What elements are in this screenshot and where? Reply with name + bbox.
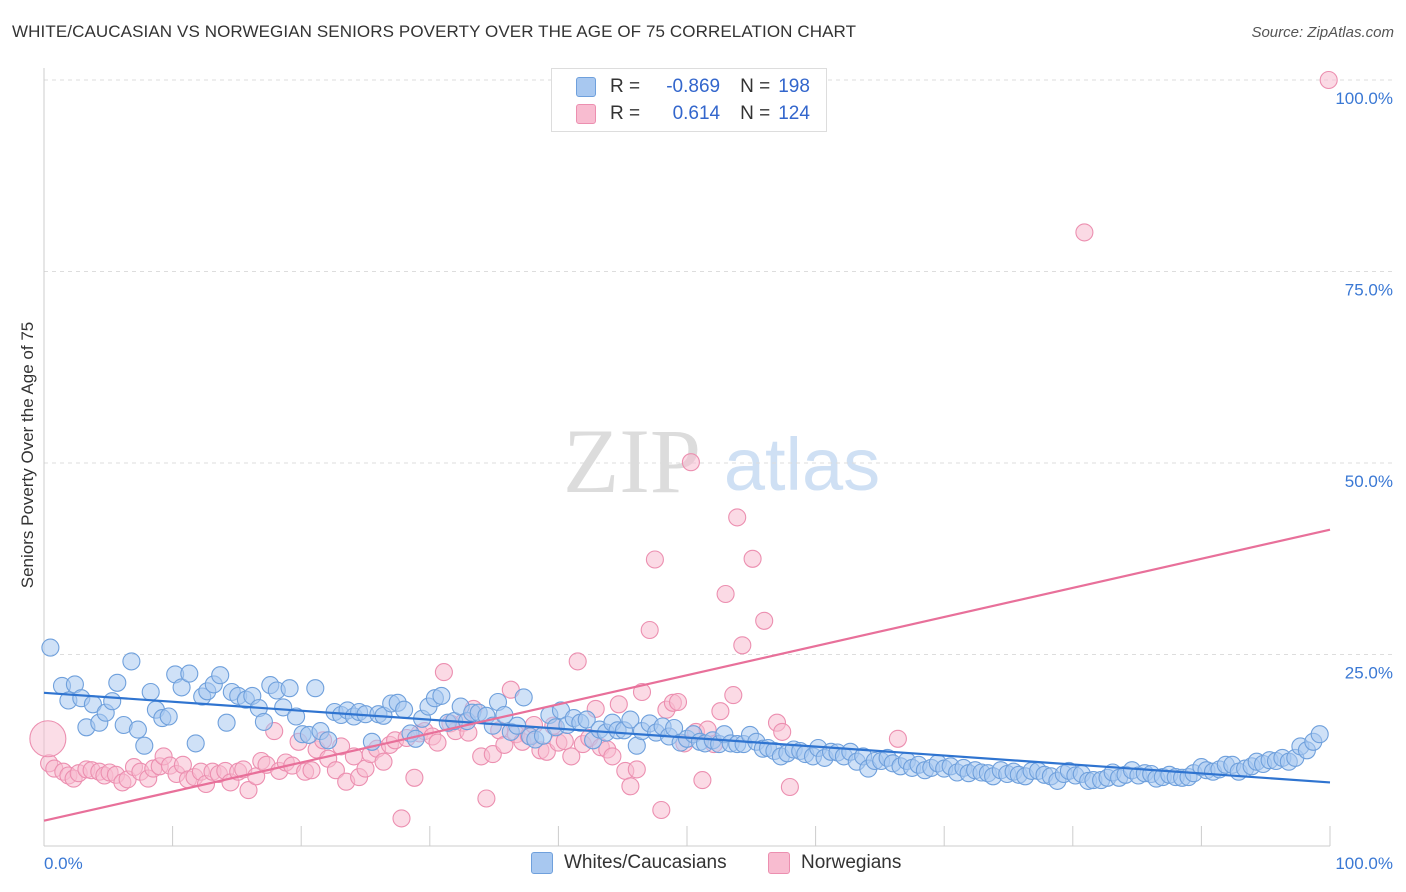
norwegians-point: [888, 729, 907, 748]
norwegians-point: [326, 761, 345, 780]
norwegians-point: [392, 809, 411, 828]
whites-point: [280, 679, 299, 698]
legend-item-norwegians[interactable]: Norwegians: [768, 852, 901, 874]
whites-point: [577, 710, 596, 729]
legend-swatch-norwegians: [576, 104, 596, 124]
y-tick-label: 25.0%: [1345, 664, 1393, 683]
whites-point: [108, 673, 127, 692]
norwegians-point: [728, 508, 747, 527]
norwegians-point: [302, 761, 321, 780]
norwegians-point: [693, 771, 712, 790]
norwegians-point: [627, 760, 646, 779]
legend-swatch-norwegians: [768, 852, 790, 874]
whites-point: [274, 698, 293, 717]
legend-n-value: 198: [778, 76, 810, 97]
legend-row-whites: R = -0.869 N = 198: [576, 75, 810, 99]
norwegians-point: [477, 789, 496, 808]
norwegians-point: [29, 720, 67, 758]
norwegians-point: [733, 636, 752, 655]
norwegians-point: [603, 747, 622, 766]
watermark-zip: ZIP: [563, 410, 701, 512]
x-tick-label: 100.0%: [1335, 854, 1393, 873]
norwegians-point: [434, 663, 453, 682]
whites-point: [287, 707, 306, 726]
watermark: ZIP atlas: [563, 410, 880, 512]
norwegians-point: [640, 620, 659, 640]
norwegians-point: [621, 777, 640, 796]
legend-n-value: 124: [778, 103, 810, 124]
norwegians-point: [562, 747, 581, 766]
norwegians-point: [716, 584, 735, 604]
y-tick-label: 75.0%: [1345, 281, 1393, 300]
legend-swatch-whites: [531, 852, 553, 874]
whites-point: [172, 678, 191, 697]
whites-point: [319, 731, 338, 750]
whites-point: [306, 679, 325, 698]
norwegians-point: [1075, 223, 1094, 242]
axes: [43, 68, 1331, 847]
chart-title: WHITE/CAUCASIAN VS NORWEGIAN SENIORS POV…: [12, 22, 857, 41]
legend-r-label: R =: [610, 103, 641, 124]
whites-point: [103, 692, 122, 711]
whites-point: [128, 720, 147, 739]
watermark-atlas: atlas: [724, 423, 880, 506]
norwegians-point: [652, 800, 671, 820]
legend-r-value: -0.869: [666, 76, 721, 97]
norwegians-point: [405, 768, 424, 787]
norwegians-point: [711, 702, 730, 721]
norwegians-point: [743, 549, 762, 568]
legend-label-whites: Whites/Caucasians: [564, 852, 727, 873]
norwegians-point: [568, 652, 587, 671]
whites-point: [395, 700, 414, 719]
norwegians-point: [724, 686, 743, 705]
legend-r-label: R =: [610, 76, 641, 97]
whites-point: [1310, 725, 1329, 744]
norwegians-point: [239, 781, 258, 800]
x-tick-label: 0.0%: [44, 854, 83, 873]
y-tick-label: 100.0%: [1335, 89, 1393, 108]
norwegians-point: [609, 695, 628, 714]
whites-point: [217, 713, 236, 732]
whites-point: [432, 686, 451, 705]
whites-point: [514, 688, 533, 707]
norwegians-point: [428, 733, 447, 752]
legend-n-label: N =: [740, 76, 771, 97]
correlation-legend: R = -0.869 N = 198 R = 0.614 N = 124: [551, 68, 827, 132]
norwegians-point: [645, 550, 664, 569]
norwegians-point: [668, 692, 688, 712]
series-legend: Whites/Caucasians Norwegians: [0, 852, 1406, 878]
norwegians-trend-line: [43, 528, 1331, 822]
norwegians-point: [773, 722, 792, 741]
norwegians-point: [681, 453, 700, 472]
trend-lines: [43, 528, 1331, 822]
norwegians-point: [632, 682, 652, 702]
legend-label-norwegians: Norwegians: [801, 852, 902, 873]
y-tick-label: 50.0%: [1345, 472, 1393, 491]
legend-swatch-whites: [576, 77, 596, 97]
whites-point: [122, 652, 141, 671]
legend-n-label: N =: [740, 103, 771, 124]
norwegians-point: [755, 611, 774, 630]
legend-r-value: 0.614: [672, 103, 721, 124]
legend-item-whites[interactable]: Whites/Caucasians: [531, 852, 727, 874]
whites-point: [254, 712, 273, 731]
whites-trend-line: [43, 691, 1331, 784]
whites-point: [141, 682, 160, 702]
whites-point: [211, 666, 230, 685]
chart-source: Source: ZipAtlas.com: [1251, 24, 1394, 41]
norwegians-point: [374, 752, 393, 771]
whites-point: [41, 638, 60, 657]
norwegians-point: [780, 777, 799, 797]
legend-row-norwegians: R = 0.614 N = 124: [576, 102, 810, 126]
grid-lines: [44, 79, 1394, 655]
whites-point: [135, 736, 154, 755]
whites-point: [621, 710, 640, 729]
whites-point: [180, 664, 199, 683]
whites-point: [186, 734, 205, 753]
whites-point: [159, 707, 178, 726]
tick-labels: 25.0% 50.0% 75.0% 100.0% 0.0% 100.0%: [44, 89, 1393, 873]
norwegians-point: [1319, 70, 1338, 90]
